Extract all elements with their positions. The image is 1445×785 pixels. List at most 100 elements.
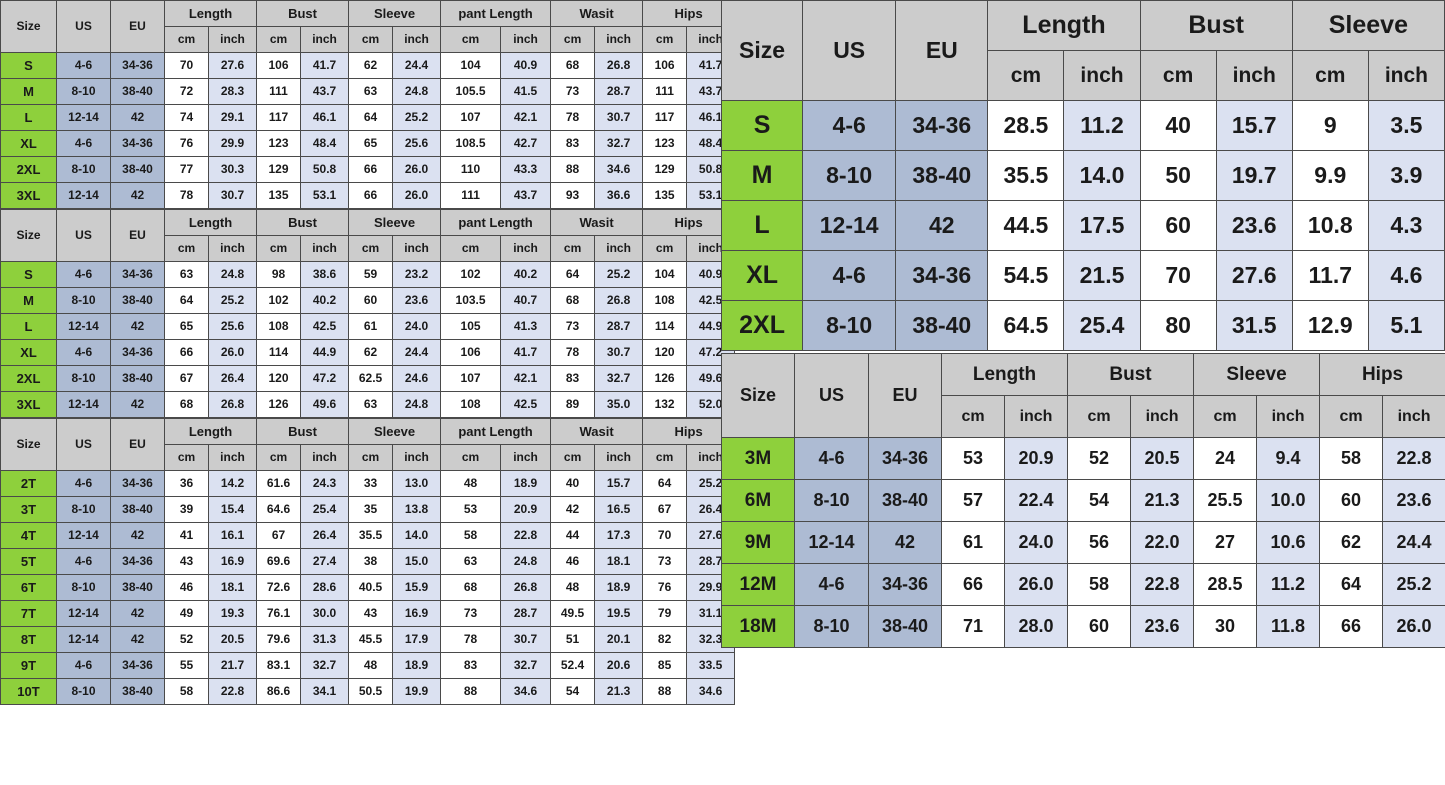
- cell-measure-inch: 30.7: [594, 104, 644, 131]
- cell-measure-cm: 88: [642, 678, 688, 705]
- cell-eu-size: 42: [110, 626, 165, 653]
- cell-measure-cm: 114: [256, 339, 302, 366]
- cell-size-label: 3M: [721, 437, 795, 480]
- cell-measure-inch: 26.0: [1003, 563, 1069, 606]
- header-cell-unit-inch-7: inch: [500, 444, 552, 471]
- header-cell-us: US: [794, 353, 869, 438]
- cell-measure-cm: 111: [256, 78, 302, 105]
- cell-measure-inch: 4.3: [1367, 200, 1445, 251]
- header-cell-group-bust: Bust: [256, 418, 350, 445]
- size-table-left-adult-1: Size US EU Length Bust Sleeve pant Length Wasit…: [0, 0, 736, 209]
- cell-measure-cm: 67: [164, 365, 209, 392]
- cell-us-size: 12-14: [56, 600, 111, 627]
- cell-measure-cm: 67: [642, 496, 688, 523]
- table-row: 3XL 12-14 42 78 30.7 135 53.1 66 26.0 111 43.7 93 36…: [0, 182, 736, 209]
- cell-measure-cm: 24: [1193, 437, 1258, 480]
- table-row: 2XL 8-10 38-40 77 30.3 129 50.8 66 26.0 110 43.3 88…: [0, 156, 736, 183]
- cell-measure-inch: 22.8: [207, 678, 258, 705]
- cell-measure-inch: 32.7: [300, 652, 350, 679]
- header-cell-unit-cm-8: cm: [550, 235, 596, 262]
- cell-measure-cm: 89: [550, 391, 596, 418]
- cell-measure-inch: 31.3: [300, 626, 350, 653]
- cell-measure-inch: 28.7: [594, 78, 644, 105]
- header-cell-size: Size: [721, 353, 795, 438]
- cell-measure-inch: 24.8: [500, 548, 552, 575]
- cell-measure-cm: 111: [642, 78, 688, 105]
- cell-measure-inch: 22.8: [500, 522, 552, 549]
- cell-measure-cm: 64: [348, 104, 394, 131]
- cell-size-label: XL: [0, 130, 57, 157]
- cell-measure-inch: 17.5: [1063, 200, 1141, 251]
- header-cell-unit-cm-4: cm: [348, 235, 394, 262]
- cell-measure-inch: 14.0: [392, 522, 442, 549]
- cell-measure-cm: 66: [1319, 605, 1384, 648]
- cell-measure-inch: 30.7: [594, 339, 644, 366]
- cell-measure-inch: 34.1: [300, 678, 350, 705]
- cell-measure-inch: 20.9: [1003, 437, 1069, 480]
- cell-measure-inch: 21.3: [594, 678, 644, 705]
- cell-us-size: 12-14: [802, 200, 897, 251]
- table-header-row-groups: Size US EU Length Bust Sleeve pant Length Wasit…: [0, 0, 736, 53]
- table-header-row-groups: Size US EU Length Bust Sleeve pant Length Wasit…: [0, 209, 736, 262]
- cell-measure-cm: 117: [256, 104, 302, 131]
- cell-size-label: 2T: [0, 470, 57, 497]
- cell-measure-cm: 38: [348, 548, 394, 575]
- cell-measure-inch: 24.4: [1382, 521, 1445, 564]
- cell-measure-inch: 17.3: [594, 522, 644, 549]
- cell-measure-inch: 28.7: [500, 600, 552, 627]
- cell-measure-cm: 76: [164, 130, 209, 157]
- cell-us-size: 12-14: [56, 182, 111, 209]
- cell-eu-size: 38-40: [895, 300, 989, 351]
- cell-measure-cm: 64: [550, 261, 596, 288]
- cell-measure-inch: 42.1: [500, 365, 552, 392]
- cell-measure-inch: 22.4: [1003, 479, 1069, 522]
- cell-measure-cm: 111: [440, 182, 502, 209]
- header-cell-unit-cm-0: cm: [164, 235, 209, 262]
- table-header-row-units: cm inch cm inch cm inch cm inch: [722, 395, 1445, 438]
- cell-measure-cm: 126: [642, 365, 688, 392]
- cell-measure-cm: 108: [256, 313, 302, 340]
- header-cell-group-length: Length: [163, 418, 258, 445]
- table-row: 9T 4-6 34-36 55 21.7 83.1 32.7 48 18.9 83 32.7 52.4…: [0, 652, 736, 679]
- cell-measure-cm: 33: [348, 470, 394, 497]
- cell-eu-size: 38-40: [110, 78, 165, 105]
- cell-measure-inch: 24.8: [392, 391, 442, 418]
- cell-size-label: 10T: [0, 678, 57, 705]
- cell-measure-cm: 129: [642, 156, 688, 183]
- header-cell-unit-inch-5: inch: [1256, 395, 1321, 438]
- table-row: L 12-14 42 65 25.6 108 42.5 61 24.0 105 41.3 73 28.7…: [0, 313, 736, 340]
- table-row: 8T 12-14 42 52 20.5 79.6 31.3 45.5 17.9 78 30.7 51 2…: [0, 626, 736, 653]
- cell-measure-cm: 126: [256, 391, 302, 418]
- cell-size-label: 2XL: [720, 300, 804, 351]
- cell-size-label: 8T: [0, 626, 57, 653]
- header-cell-size: Size: [720, 0, 804, 101]
- cell-size-label: XL: [720, 250, 804, 301]
- header-cell-unit-inch-3: inch: [300, 26, 350, 53]
- cell-us-size: 4-6: [794, 563, 869, 606]
- cell-size-label: XL: [0, 339, 57, 366]
- cell-measure-inch: 10.0: [1256, 479, 1321, 522]
- cell-measure-cm: 106: [440, 339, 502, 366]
- cell-eu-size: 34-36: [868, 563, 942, 606]
- header-cell-eu: EU: [110, 418, 165, 471]
- cell-measure-inch: 18.9: [392, 652, 442, 679]
- cell-measure-inch: 26.8: [207, 391, 258, 418]
- cell-measure-inch: 15.7: [1215, 100, 1293, 151]
- cell-measure-inch: 20.9: [500, 496, 552, 523]
- cell-measure-inch: 26.0: [392, 156, 442, 183]
- table-row: M 8-10 38-40 35.5 14.0 50 19.7 9.9 3.9: [720, 150, 1445, 201]
- header-cell-unit-inch-3: inch: [300, 444, 350, 471]
- header-cell-eu: EU: [868, 353, 942, 438]
- cell-measure-cm: 70: [1139, 250, 1217, 301]
- cell-eu-size: 38-40: [110, 365, 165, 392]
- cell-measure-cm: 63: [348, 78, 394, 105]
- cell-measure-cm: 83: [440, 652, 502, 679]
- cell-measure-inch: 20.5: [207, 626, 258, 653]
- cell-us-size: 4-6: [56, 339, 111, 366]
- header-cell-unit-inch-5: inch: [392, 26, 442, 53]
- cell-measure-inch: 32.7: [594, 365, 644, 392]
- cell-measure-inch: 34.6: [686, 678, 736, 705]
- cell-us-size: 4-6: [794, 437, 869, 480]
- cell-measure-cm: 35: [348, 496, 394, 523]
- cell-measure-cm: 65: [164, 313, 209, 340]
